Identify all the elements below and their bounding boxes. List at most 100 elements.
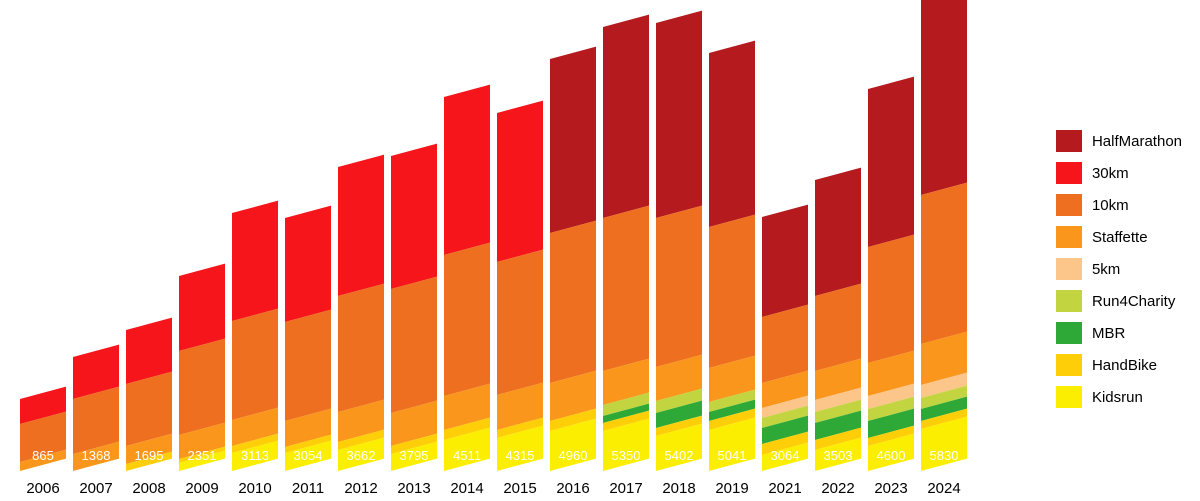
segment-k10 — [550, 221, 596, 383]
legend-swatch — [1056, 386, 1082, 408]
x-axis-label: 2012 — [338, 480, 384, 497]
bar-2014: 4511 — [444, 84, 490, 471]
bar-2007: 1368 — [73, 345, 119, 471]
legend-item-k10: 10km — [1056, 194, 1182, 216]
segment-k10 — [338, 283, 384, 412]
x-axis-label: 2015 — [497, 480, 543, 497]
legend: HalfMarathon 30km 10km Staffette 5km Run4Char… — [1056, 130, 1182, 408]
bar-2011: 3054 — [285, 205, 331, 471]
bar-total-label: 3662 — [338, 448, 384, 463]
legend-label: Kidsrun — [1092, 389, 1143, 406]
segment-k30 — [444, 84, 490, 254]
x-axis-label: 2006 — [20, 480, 66, 497]
legend-swatch — [1056, 162, 1082, 184]
bar-2022: 3503 — [815, 168, 861, 471]
x-axis-label: 2022 — [815, 480, 861, 497]
legend-swatch — [1056, 226, 1082, 248]
bar-total-label: 4511 — [444, 448, 490, 463]
legend-item-HandBike: HandBike — [1056, 354, 1182, 376]
bar-2024: 5830 — [921, 0, 967, 471]
bar-2019: 5041 — [709, 40, 755, 471]
segment-k10 — [497, 250, 543, 395]
segment-k30 — [285, 205, 331, 321]
x-axis-label: 2021 — [762, 480, 808, 497]
legend-swatch — [1056, 258, 1082, 280]
bar-2017: 5350 — [603, 15, 649, 471]
bar-total-label: 2351 — [179, 448, 225, 463]
legend-item-Kidsrun: Kidsrun — [1056, 386, 1182, 408]
bar-total-label: 4960 — [550, 448, 596, 463]
legend-item-k5: 5km — [1056, 258, 1182, 280]
bar-2012: 3662 — [338, 155, 384, 471]
segment-k10 — [603, 206, 649, 372]
bar-2021: 3064 — [762, 204, 808, 471]
x-axis-label: 2008 — [126, 480, 172, 497]
bar-total-label: 5041 — [709, 448, 755, 463]
segment-k10 — [285, 309, 331, 421]
x-axis-label: 2017 — [603, 480, 649, 497]
legend-swatch — [1056, 130, 1082, 152]
bar-total-label: 5402 — [656, 448, 702, 463]
legend-swatch — [1056, 290, 1082, 312]
bar-2015: 4315 — [497, 101, 543, 471]
segment-k10 — [868, 235, 914, 364]
x-axis-label: 2014 — [444, 480, 490, 497]
bar-total-label: 3503 — [815, 448, 861, 463]
segment-k30 — [179, 264, 225, 351]
x-axis-label: 2016 — [550, 480, 596, 497]
x-axis-label: 2023 — [868, 480, 914, 497]
segment-k10 — [921, 182, 967, 344]
segment-k10 — [762, 304, 808, 383]
bar-total-label: 3795 — [391, 448, 437, 463]
segment-k10 — [709, 215, 755, 368]
segment-HalfMarathon — [656, 10, 702, 217]
segment-k10 — [391, 277, 437, 414]
legend-label: Run4Charity — [1092, 293, 1175, 310]
legend-item-Run4Charity: Run4Charity — [1056, 290, 1182, 312]
bar-2008: 1695 — [126, 318, 172, 471]
legend-swatch — [1056, 194, 1082, 216]
legend-item-k30: 30km — [1056, 162, 1182, 184]
segment-k10 — [179, 338, 225, 435]
bar-2016: 4960 — [550, 47, 596, 471]
legend-label: HandBike — [1092, 357, 1157, 374]
x-axis-label: 2010 — [232, 480, 278, 497]
x-axis-label: 2009 — [179, 480, 225, 497]
legend-item-HalfMarathon: HalfMarathon — [1056, 130, 1182, 152]
bar-total-label: 3064 — [762, 448, 808, 463]
x-axis-labels: 2006 2007 2008 2009 2010 2011 2012 2013 2014 2015… — [20, 480, 974, 497]
legend-swatch — [1056, 354, 1082, 376]
bar-2023: 4600 — [868, 77, 914, 471]
segment-k30 — [232, 200, 278, 320]
legend-label: 5km — [1092, 261, 1120, 278]
segment-HalfMarathon — [921, 0, 967, 195]
bar-total-label: 4600 — [868, 448, 914, 463]
segment-k30 — [497, 101, 543, 263]
x-axis-label: 2019 — [709, 480, 755, 497]
legend-label: MBR — [1092, 325, 1125, 342]
x-axis-label: 2013 — [391, 480, 437, 497]
bar-total-label: 865 — [20, 448, 66, 463]
bar-total-label: 1368 — [73, 448, 119, 463]
bar-total-label: 1695 — [126, 448, 172, 463]
segment-HalfMarathon — [550, 47, 596, 234]
bar-total-label: 4315 — [497, 448, 543, 463]
segment-k10 — [232, 308, 278, 420]
bar-total-label: 5830 — [921, 448, 967, 463]
legend-label: HalfMarathon — [1092, 133, 1182, 150]
legend-label: Staffette — [1092, 229, 1148, 246]
x-axis-label: 2024 — [921, 480, 967, 497]
x-axis-label: 2011 — [285, 480, 331, 497]
bar-total-label: 3113 — [232, 448, 278, 463]
bar-2009: 2351 — [179, 264, 225, 471]
segment-k30 — [391, 144, 437, 289]
segment-HalfMarathon — [815, 168, 861, 297]
bar-total-label: 3054 — [285, 448, 331, 463]
x-axis-label: 2007 — [73, 480, 119, 497]
bar-2006: 865 — [20, 387, 66, 471]
segment-k10 — [815, 284, 861, 371]
bar-2010: 3113 — [232, 200, 278, 471]
legend-swatch — [1056, 322, 1082, 344]
segment-HalfMarathon — [603, 15, 649, 218]
x-axis-label: 2018 — [656, 480, 702, 497]
